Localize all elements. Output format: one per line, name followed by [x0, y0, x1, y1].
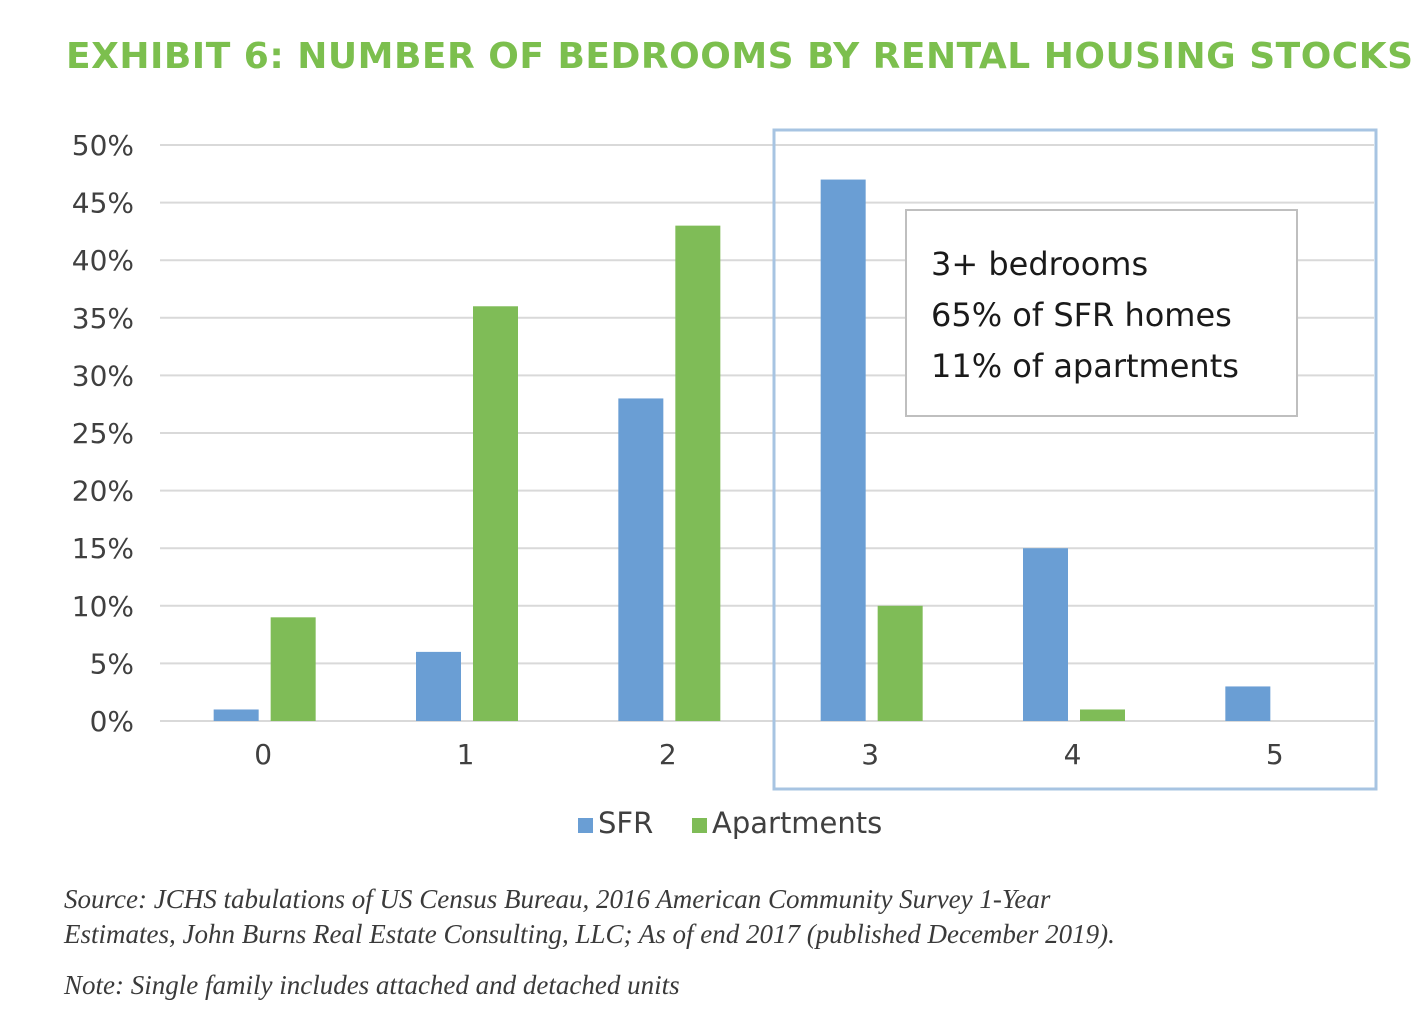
footnote: Note: Single family includes attached an…: [64, 970, 680, 1000]
x-axis-tick-labels: 0 1 2 3 4 5: [254, 738, 1283, 771]
gridlines: [160, 144, 1374, 722]
y-tick-label: 50%: [72, 129, 134, 162]
legend-label: SFR: [598, 806, 653, 840]
bar-sfr-4: [1023, 548, 1068, 721]
source-line: Source: JCHS tabulations of US Census Bu…: [64, 884, 1051, 914]
bar-apartments-2: [675, 225, 721, 721]
bar-apartments-1: [473, 306, 518, 721]
y-tick-label: 5%: [90, 647, 134, 680]
annotation-line: 65% of SFR homes: [931, 296, 1232, 334]
x-tick-label: 4: [1064, 738, 1082, 771]
y-axis-tick-labels: 0% 5% 10% 15% 20% 25% 30% 35% 40% 45% 50%: [72, 129, 134, 738]
bar-sfr-2: [618, 398, 664, 721]
bar-sfr-3: [820, 179, 866, 721]
bar-sfr-0: [213, 709, 259, 721]
bar-apartments-0: [270, 617, 316, 721]
x-tick-label: 1: [457, 738, 475, 771]
annotation-line: 3+ bedrooms: [931, 245, 1149, 283]
annotation-box: 3+ bedrooms 65% of SFR homes 11% of apar…: [905, 209, 1298, 417]
x-tick-label: 5: [1266, 738, 1284, 771]
legend-swatch: [578, 818, 593, 833]
x-tick-label: 2: [659, 738, 677, 771]
y-tick-label: 30%: [72, 359, 134, 392]
source-line: Estimates, John Burns Real Estate Consul…: [64, 919, 1115, 949]
x-tick-label: 3: [861, 738, 879, 771]
annotation-line: 11% of apartments: [931, 347, 1239, 385]
bars: [213, 179, 1271, 721]
y-tick-label: 15%: [72, 532, 134, 565]
y-tick-label: 35%: [72, 302, 134, 335]
chart-title: EXHIBIT 6: NUMBER OF BEDROOMS BY RENTAL …: [66, 36, 1414, 77]
bar-sfr-1: [416, 651, 461, 721]
legend-label: Apartments: [712, 806, 882, 840]
y-tick-label: 25%: [72, 417, 134, 450]
y-tick-label: 10%: [72, 590, 134, 623]
bar-apartments-4: [1080, 709, 1125, 721]
y-tick-label: 20%: [72, 475, 134, 508]
legend-swatch: [692, 818, 707, 833]
highlight-box-3-plus-bedrooms: [772, 128, 1378, 791]
x-tick-label: 0: [254, 738, 272, 771]
legend: SFR Apartments: [578, 806, 882, 840]
y-tick-label: 0%: [90, 705, 134, 738]
y-tick-label: 40%: [72, 244, 134, 277]
bar-apartments-3: [877, 605, 923, 721]
source-note: Source: JCHS tabulations of US Census Bu…: [64, 882, 1115, 952]
y-tick-label: 45%: [72, 187, 134, 220]
bar-sfr-5: [1225, 686, 1271, 721]
